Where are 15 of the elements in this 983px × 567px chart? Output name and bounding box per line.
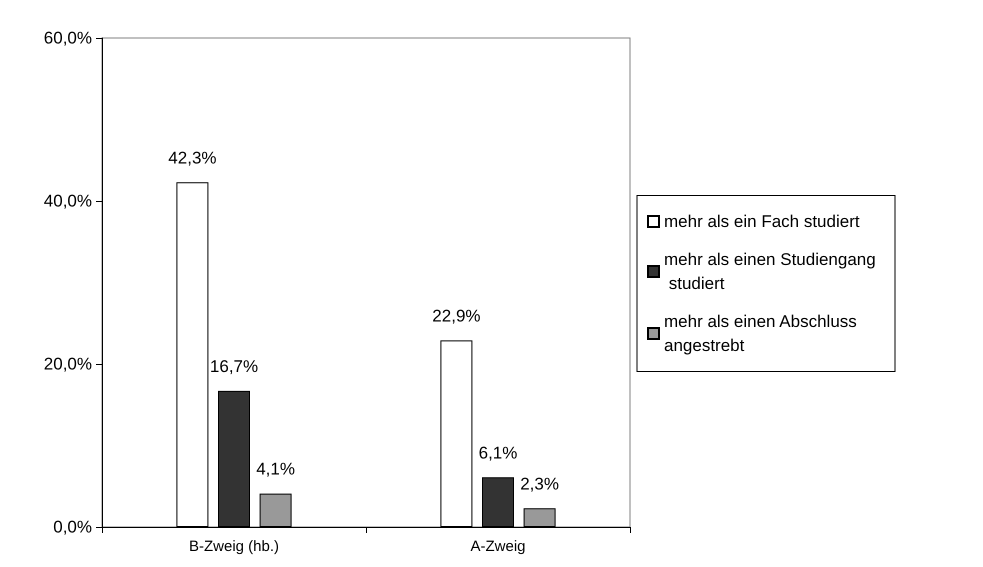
y-tick-label: 40,0% bbox=[44, 192, 92, 210]
legend-label: mehr als ein Fach studiert bbox=[664, 212, 860, 231]
x-tick-label: B-Zweig (hb.) bbox=[188, 538, 280, 555]
y-tick-label: 0,0% bbox=[53, 518, 92, 536]
data-label: 22,9% bbox=[432, 306, 480, 326]
y-tick-label: 60,0% bbox=[44, 28, 92, 48]
data-label: 16,7% bbox=[210, 356, 258, 376]
data-label: 2,3% bbox=[520, 474, 559, 494]
legend-label: mehr als einen Abschluss angestrebt bbox=[664, 312, 862, 355]
data-label: 6,1% bbox=[478, 443, 518, 462]
data-label: 4,1% bbox=[256, 460, 295, 479]
x-tick-label: A-Zweig bbox=[470, 538, 526, 555]
legend-label: mehr als einen Studiengang studiert bbox=[664, 250, 876, 293]
data-label: 42,3% bbox=[168, 148, 216, 168]
y-tick-label: 20,0% bbox=[44, 354, 92, 374]
